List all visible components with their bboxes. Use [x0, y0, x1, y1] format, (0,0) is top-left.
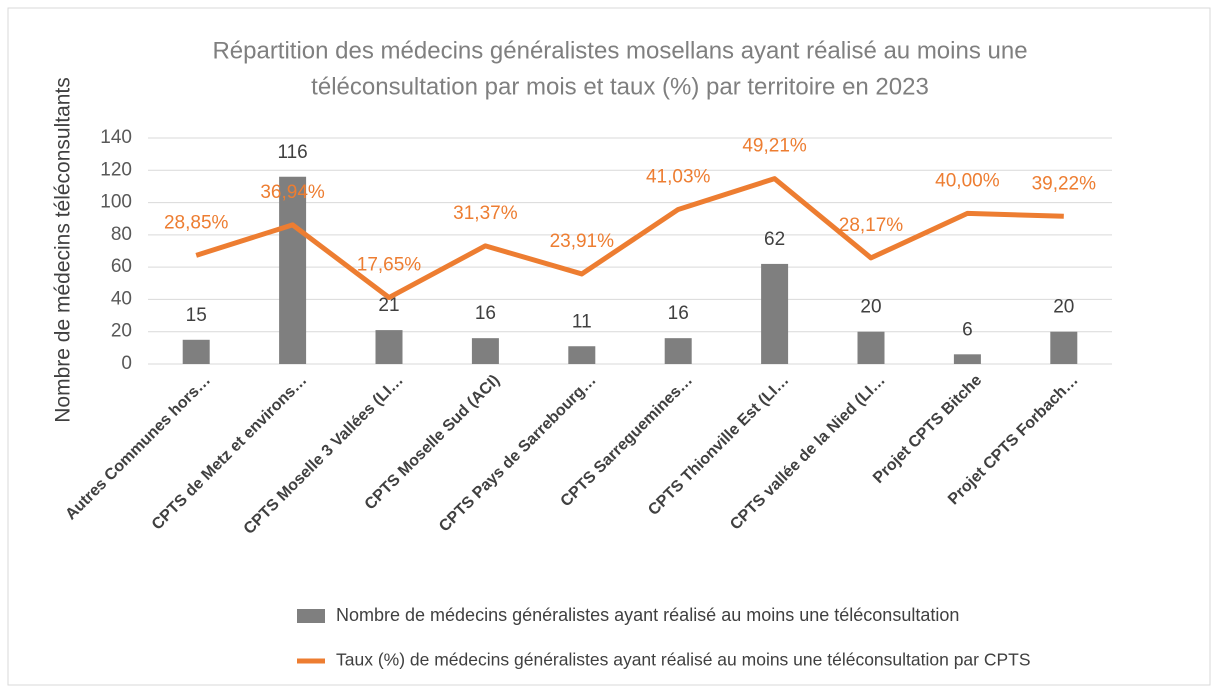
y-tick-label: 0	[121, 353, 132, 374]
line-value-label: 28,85%	[164, 212, 229, 233]
bar-value-label: 6	[962, 319, 973, 340]
y-tick-label: 40	[111, 288, 132, 309]
line-value-label: 36,94%	[260, 182, 325, 203]
chart-title: Répartition des médecins généralistes mo…	[212, 37, 1027, 64]
bar-value-label: 21	[378, 295, 399, 316]
y-axis-label: Nombre de médecins téléconsultants	[52, 77, 75, 423]
legend-label: Nombre de médecins généralistes ayant ré…	[336, 605, 959, 625]
bar	[857, 331, 885, 364]
line	[195, 176, 1064, 301]
bar	[568, 346, 596, 364]
line-value-label: 23,91%	[550, 231, 615, 252]
bar	[471, 338, 499, 364]
y-tick-label: 140	[100, 127, 132, 148]
line-value-label: 40,00%	[935, 170, 1000, 191]
bar-value-label: 11	[572, 311, 592, 332]
bar	[664, 338, 692, 364]
bar	[279, 176, 307, 364]
bar	[761, 263, 789, 364]
line-value-label: 39,22%	[1032, 173, 1097, 194]
line-value-label: 41,03%	[646, 166, 711, 187]
line-value-label: 17,65%	[357, 255, 422, 276]
bar-value-label: 20	[860, 297, 881, 318]
bar-value-label: 116	[277, 142, 307, 163]
y-tick-label: 20	[111, 321, 132, 342]
bar-value-label: 62	[764, 229, 785, 250]
y-tick-label: 120	[100, 159, 132, 180]
bar	[953, 354, 981, 364]
bar-value-label: 16	[475, 303, 496, 324]
chart-title: téléconsultation par mois et taux (%) pa…	[311, 73, 929, 100]
y-tick-label: 60	[111, 256, 132, 277]
bar-value-label: 16	[668, 303, 689, 324]
y-tick-label: 100	[100, 192, 132, 213]
bar-value-label: 15	[186, 305, 207, 326]
line-value-label: 28,17%	[839, 215, 904, 236]
bar-value-label: 20	[1053, 297, 1074, 318]
line-value-label: 49,21%	[742, 136, 807, 157]
y-tick-label: 80	[111, 224, 132, 245]
legend-swatch	[297, 609, 325, 623]
bar	[182, 339, 210, 364]
bar	[375, 330, 403, 364]
legend-label: Taux (%) de médecins généralistes ayant …	[336, 650, 1031, 670]
bar	[1050, 331, 1078, 364]
line-value-label: 31,37%	[453, 203, 518, 224]
